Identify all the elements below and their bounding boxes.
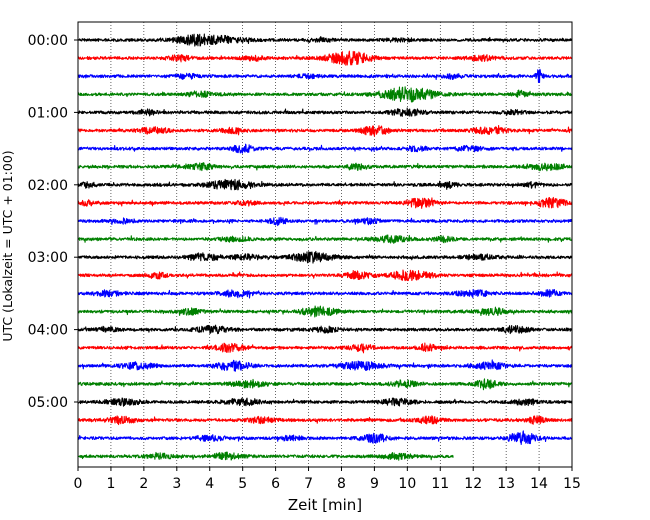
seismogram-trace <box>77 451 454 461</box>
seismogram-trace <box>77 378 573 391</box>
seismogram-trace <box>77 125 573 137</box>
seismogram-trace <box>77 162 573 172</box>
seismogram-trace <box>77 86 573 103</box>
y-axis-ticks: 00:00 01:00 02:00 03:00 04:00 05:00 <box>28 33 78 411</box>
x-tick-label: 15 <box>563 476 581 492</box>
seismogram-trace <box>77 216 573 227</box>
plot-frame <box>77 21 573 468</box>
seismogram-traces <box>77 33 573 461</box>
y-axis-label: UTC (Lokalzeit = UTC + 01:00) <box>0 150 15 341</box>
x-tick-label: 13 <box>497 476 515 492</box>
x-tick-label: 11 <box>431 476 449 492</box>
seismogram-trace <box>77 397 573 407</box>
x-tick-label: 5 <box>238 476 247 492</box>
x-tick-label: 2 <box>139 476 148 492</box>
seismogram-trace <box>77 50 573 66</box>
minute-gridlines <box>110 22 540 467</box>
y-tick-label: 00:00 <box>28 33 68 49</box>
seismogram-trace <box>77 359 573 372</box>
y-tick-label: 04:00 <box>28 323 68 339</box>
seismogram-trace <box>77 234 573 244</box>
x-tick-label: 3 <box>172 476 181 492</box>
seismogram-trace <box>77 33 573 47</box>
seismogram-trace <box>77 430 573 446</box>
seismogram-trace <box>77 305 573 318</box>
seismogram-trace <box>77 196 573 209</box>
y-tick-label: 01:00 <box>28 105 68 121</box>
x-tick-label: 10 <box>398 476 416 492</box>
x-tick-label: 12 <box>464 476 482 492</box>
x-tick-label: 0 <box>74 476 83 492</box>
seismogram-trace <box>77 250 573 264</box>
seismogram-trace <box>77 324 573 335</box>
seismogram-trace <box>77 342 573 354</box>
x-tick-label: 8 <box>337 476 346 492</box>
x-tick-label: 4 <box>205 476 214 492</box>
x-axis-label: Zeit [min] <box>288 496 362 514</box>
x-tick-label: 9 <box>370 476 379 492</box>
seismogram-trace <box>77 68 573 84</box>
x-axis-ticks: 0 1 2 3 4 5 6 7 8 9 10 11 12 13 14 15 <box>74 467 581 492</box>
seismogram-trace <box>77 178 573 191</box>
seismogram-trace <box>77 288 573 299</box>
seismogram-trace <box>77 415 573 426</box>
x-tick-label: 7 <box>304 476 313 492</box>
y-tick-label: 03:00 <box>28 250 68 266</box>
x-tick-label: 14 <box>530 476 548 492</box>
seismogram-trace <box>77 143 573 154</box>
y-tick-label: 02:00 <box>28 178 68 194</box>
x-tick-label: 6 <box>271 476 280 492</box>
x-tick-label: 1 <box>106 476 115 492</box>
y-tick-label: 05:00 <box>28 395 68 411</box>
seismogram-trace <box>77 107 573 117</box>
seismogram-trace <box>77 269 573 282</box>
